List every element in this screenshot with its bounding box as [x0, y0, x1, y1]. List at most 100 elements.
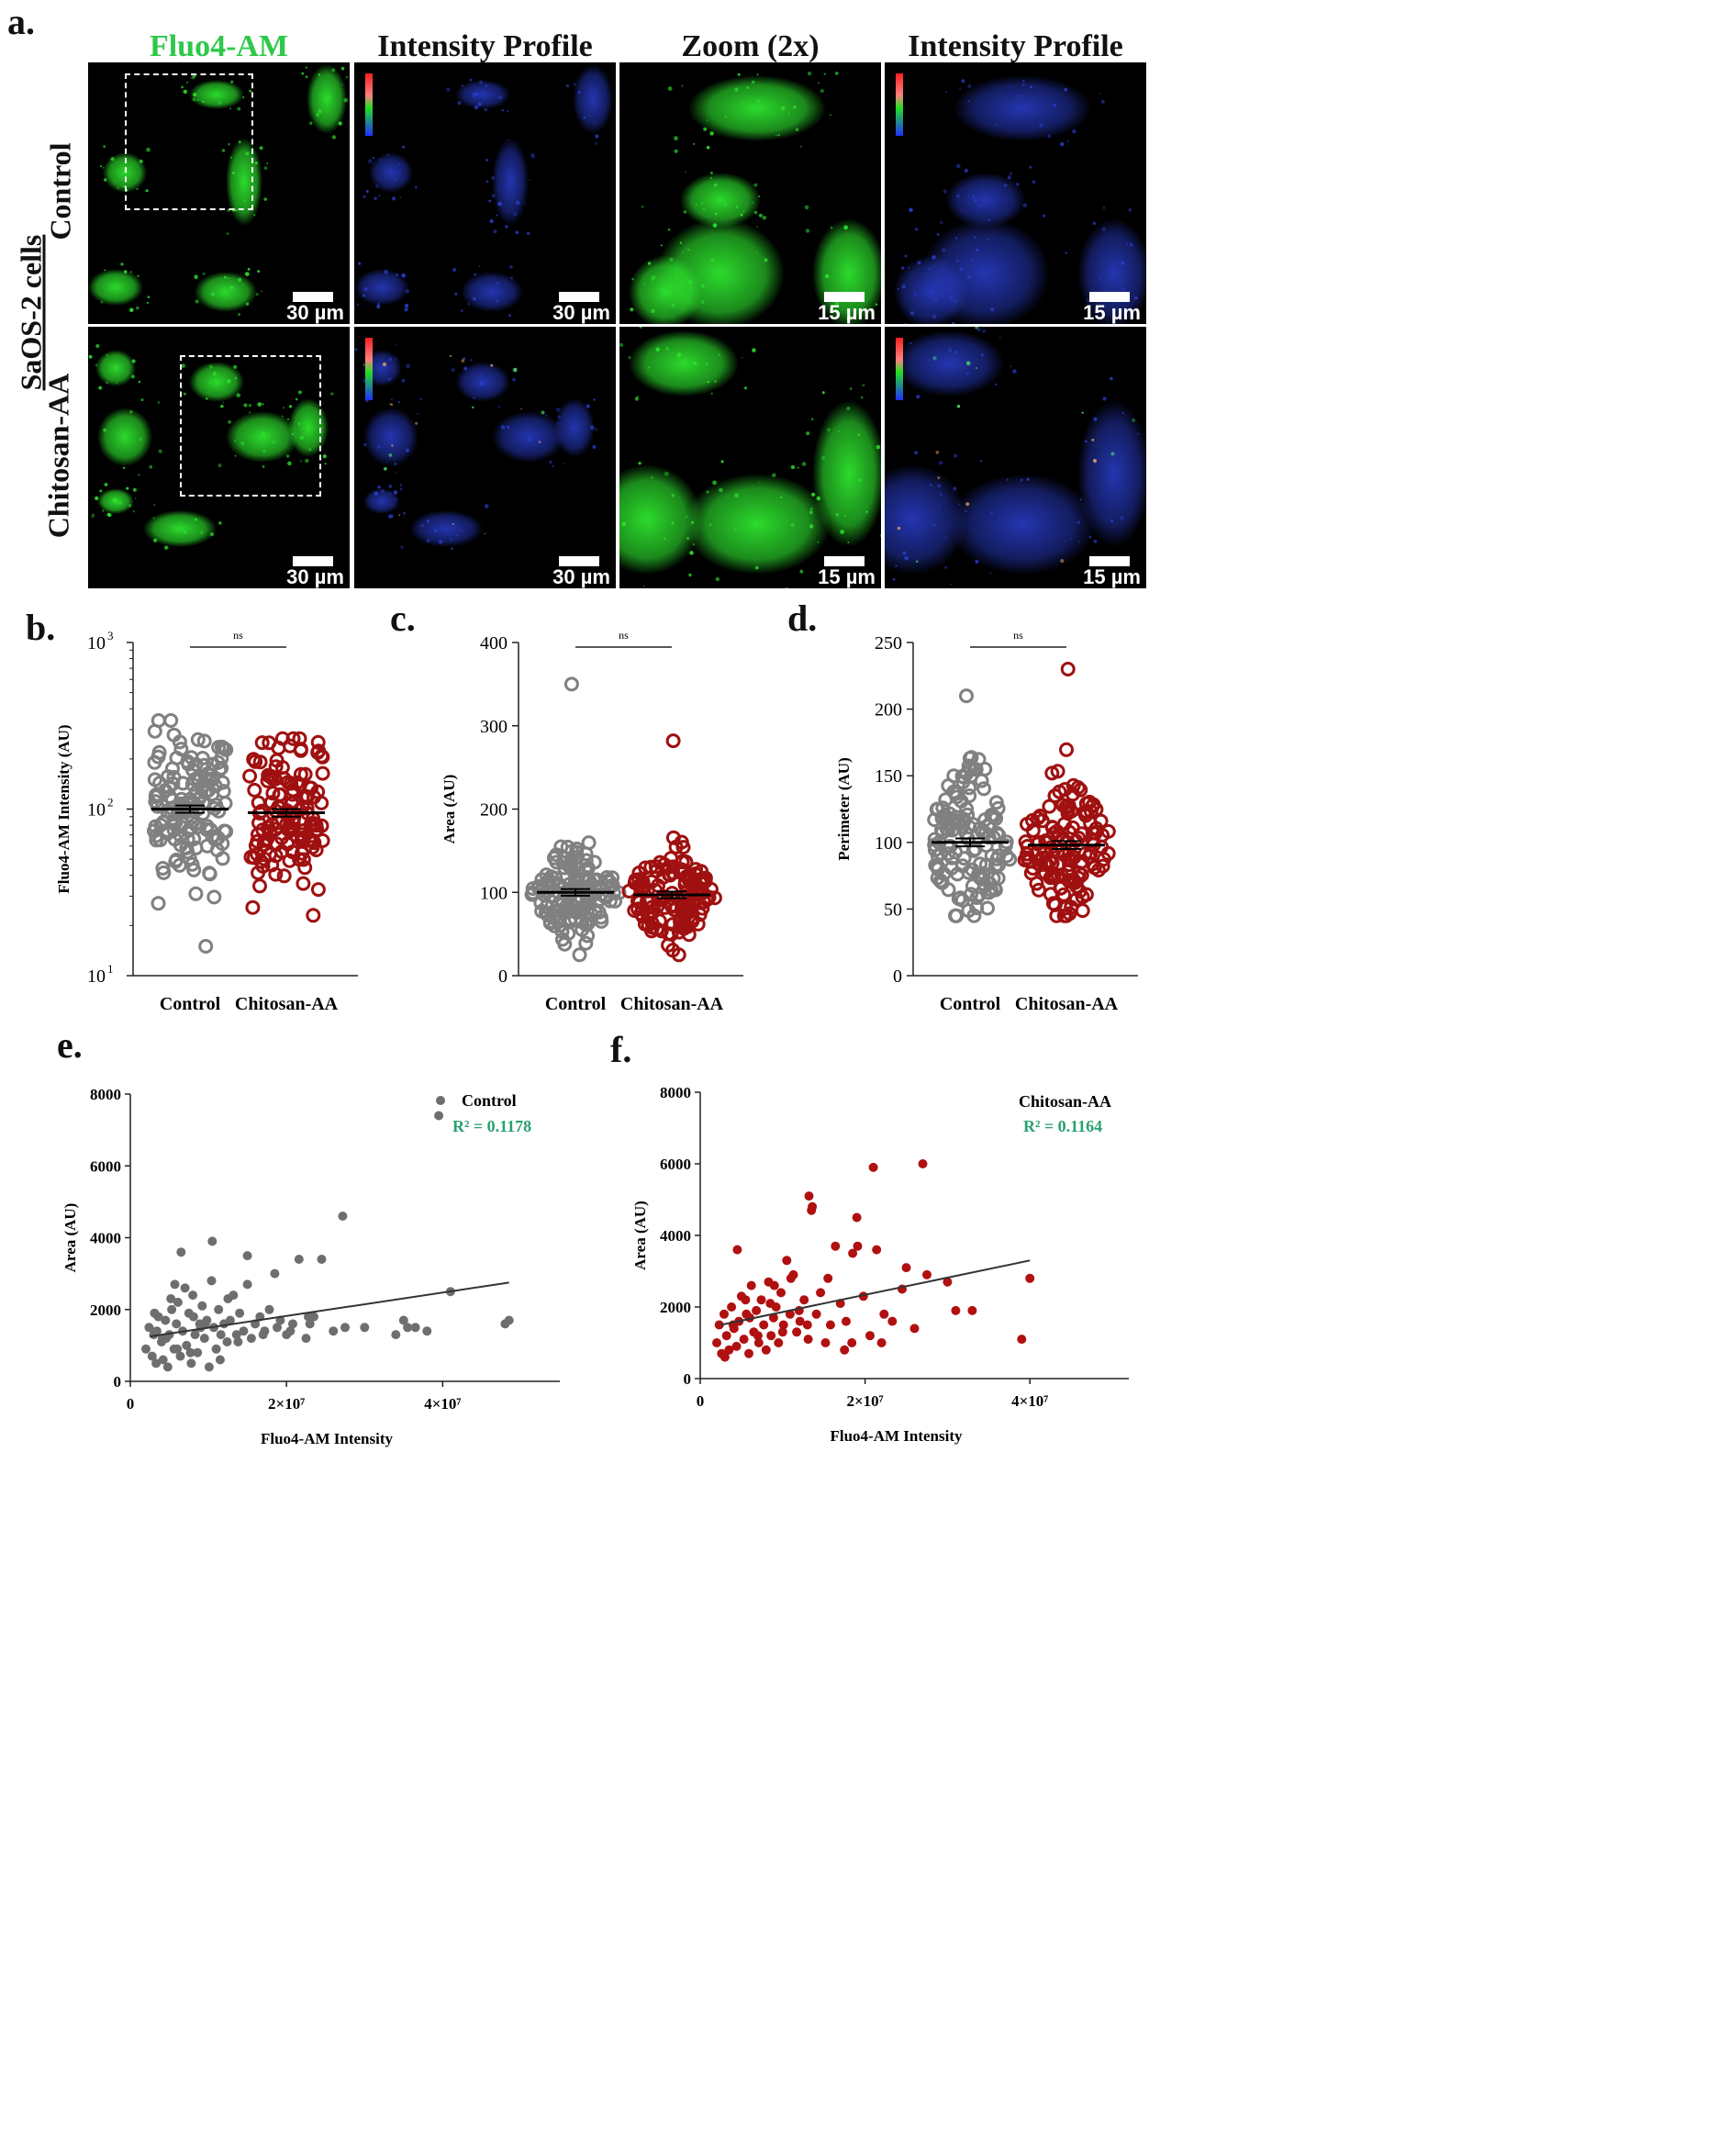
data-point — [865, 1331, 875, 1341]
data-point — [306, 908, 321, 923]
data-point — [172, 1319, 182, 1329]
data-point — [939, 821, 954, 837]
data-point — [296, 830, 311, 845]
data-point — [151, 713, 166, 728]
y-tick-label: 6000 — [90, 1157, 121, 1175]
y-tick-exponent: 1 — [107, 962, 114, 976]
data-point — [960, 807, 976, 822]
data-point — [141, 1344, 151, 1354]
data-point — [1054, 880, 1069, 896]
data-point — [803, 1335, 813, 1345]
data-point — [422, 1326, 432, 1336]
data-point — [147, 772, 162, 788]
y-tick-label: 250 — [875, 633, 902, 654]
y-tick-label: 10 — [87, 800, 106, 821]
data-point — [188, 1290, 198, 1301]
data-point — [731, 1341, 742, 1351]
dots-control — [524, 676, 627, 963]
data-point — [273, 1323, 282, 1333]
x-category-label: Chitosan-AA — [235, 994, 339, 1014]
data-point — [941, 846, 955, 862]
data-point — [820, 1338, 831, 1347]
data-point — [315, 765, 330, 781]
scale-bar-label: 30 µm — [286, 565, 344, 588]
data-point — [688, 862, 704, 877]
micrograph-control-2: 30 µm — [354, 62, 616, 324]
data-point — [260, 832, 275, 847]
dots-chitosan-aa — [1017, 662, 1116, 923]
data-point — [410, 1323, 420, 1333]
data-point — [707, 890, 722, 906]
micrograph-chitosan-aa-3: 15 µm — [619, 327, 881, 588]
data-point — [190, 1330, 200, 1340]
y-tick-label: 2000 — [90, 1301, 121, 1319]
data-point — [928, 857, 943, 873]
data-point — [1081, 849, 1097, 865]
data-point — [978, 857, 994, 873]
data-point — [296, 852, 311, 867]
data-point — [310, 734, 326, 750]
data-point — [853, 1241, 863, 1251]
data-point — [848, 1248, 858, 1258]
panel-letter-b: b. — [26, 607, 56, 648]
data-point — [1021, 854, 1036, 868]
data-point — [204, 1362, 214, 1372]
y-tick-label: 100 — [480, 883, 508, 903]
data-point — [799, 1295, 809, 1305]
y-tick-label: 8000 — [90, 1086, 121, 1103]
data-point — [961, 903, 976, 919]
data-point — [909, 1324, 920, 1334]
y-tick-label: 0 — [893, 966, 902, 987]
data-point — [840, 1345, 850, 1355]
data-point — [264, 1304, 274, 1314]
data-point — [768, 1313, 778, 1323]
data-point — [1032, 809, 1048, 823]
data-point — [1031, 882, 1046, 898]
y-axis-label: Fluo4-AM Intensity (AU) — [55, 724, 73, 893]
data-point — [207, 1236, 218, 1246]
data-points — [141, 1111, 514, 1372]
y-axis-label: Area (AU) — [441, 775, 458, 844]
x-tick-label: 0 — [127, 1395, 135, 1413]
data-point — [305, 1319, 315, 1329]
data-point — [554, 923, 570, 939]
data-point — [215, 775, 230, 790]
data-point — [301, 1334, 311, 1344]
data-point — [953, 890, 968, 906]
data-point — [166, 769, 182, 785]
data-point — [150, 1308, 160, 1318]
data-point — [242, 1251, 252, 1261]
data-point — [766, 1331, 776, 1341]
data-point — [202, 866, 218, 882]
data-point — [990, 870, 1006, 886]
data-point — [1075, 903, 1090, 919]
data-point — [852, 1212, 862, 1223]
data-point — [1068, 892, 1084, 907]
data-point — [282, 853, 297, 868]
data-point — [769, 1280, 779, 1290]
data-point — [247, 782, 262, 798]
data-point — [182, 1340, 192, 1350]
data-point — [879, 1309, 889, 1319]
scale-bar-label: 30 µm — [286, 301, 344, 324]
dots-control — [927, 688, 1018, 923]
data-point — [786, 1273, 796, 1283]
data-point — [774, 1338, 784, 1347]
x-tick-label: 4×10⁷ — [1011, 1392, 1048, 1410]
data-point — [753, 1338, 764, 1347]
data-point — [151, 1326, 162, 1336]
data-point — [795, 1316, 805, 1326]
data-point — [989, 825, 1005, 841]
data-point — [581, 835, 597, 851]
data-point — [151, 896, 166, 911]
data-point — [300, 789, 316, 804]
data-point — [635, 874, 651, 889]
scale-bar-label: 30 µm — [552, 565, 610, 588]
data-point — [653, 923, 669, 939]
data-point — [679, 919, 695, 934]
data-point — [569, 841, 585, 856]
data-point — [1096, 852, 1111, 867]
scale-bar-label: 30 µm — [552, 301, 610, 324]
data-point — [209, 843, 225, 858]
data-point — [1047, 788, 1063, 803]
